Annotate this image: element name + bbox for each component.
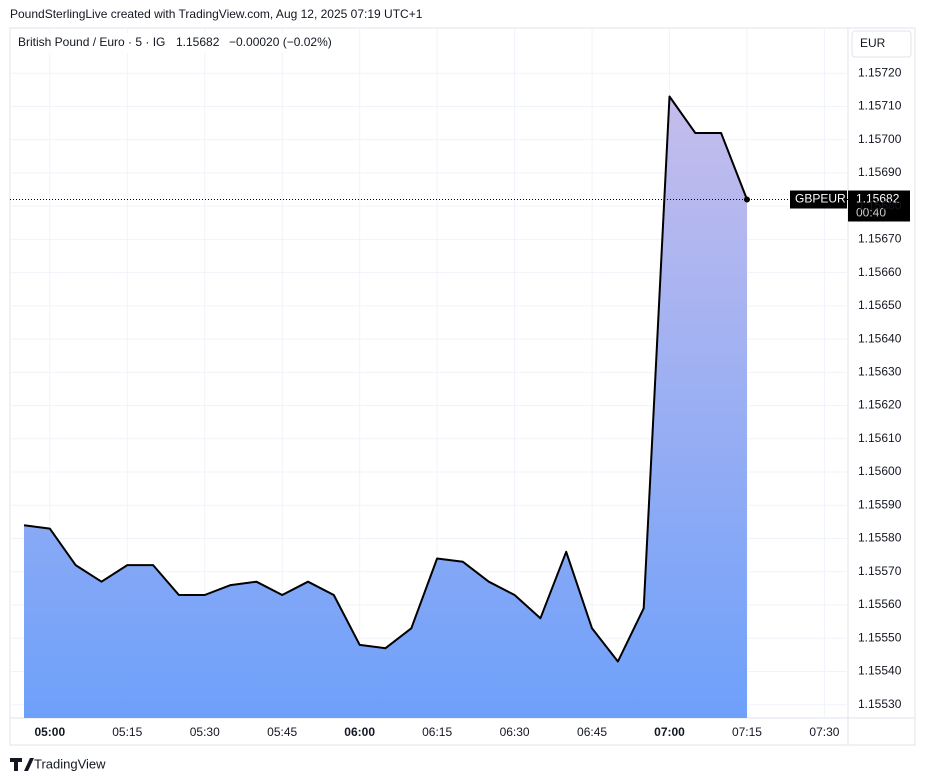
price-line (23, 95, 748, 663)
y-tick-label: 1.15600 (858, 464, 902, 478)
x-tick-label: 05:15 (112, 725, 142, 739)
x-tick-label: 07:30 (809, 725, 839, 739)
y-tick-label: 1.15580 (858, 531, 902, 545)
frame (9, 27, 916, 746)
y-tick-label: 1.15700 (858, 132, 902, 146)
last-point (743, 196, 750, 203)
area-fill (24, 96, 747, 718)
y-tick-label: 1.15670 (858, 232, 902, 246)
legend-symbol: British Pound / Euro · 5 · IG (18, 35, 165, 49)
price-tag (848, 190, 910, 222)
currency-button[interactable] (851, 30, 912, 58)
x-tick-label: 06:30 (500, 725, 530, 739)
y-tick-label: 1.15650 (858, 298, 902, 312)
price-tag-countdown: 00:40 (856, 206, 886, 220)
y-tick-label: 1.15530 (858, 697, 902, 711)
x-tick-label: 05:30 (190, 725, 220, 739)
x-tick-label: 05:00 (34, 725, 65, 739)
x-tick-label: 06:45 (577, 725, 607, 739)
x-tick-label: 07:00 (654, 725, 685, 739)
y-tick-label: 1.15680 (858, 198, 902, 212)
y-tick-label: 1.15720 (858, 65, 902, 79)
x-tick-label: 07:15 (732, 725, 762, 739)
y-tick-label: 1.15550 (858, 630, 902, 644)
y-tick-label: 1.15710 (858, 99, 902, 113)
y-tick-label: 1.15660 (858, 265, 902, 279)
x-tick-label: 06:00 (344, 725, 375, 739)
y-tick-label: 1.15690 (858, 165, 902, 179)
y-tick-label: 1.15620 (858, 398, 902, 412)
y-tick-label: 1.15610 (858, 431, 902, 445)
legend-bg (14, 33, 344, 53)
y-tick-label: 1.15590 (858, 497, 902, 511)
currency[interactable]: EUR (860, 36, 886, 50)
y-tick-label: 1.15630 (858, 365, 902, 379)
header: PoundSterlingLive created with TradingVi… (10, 7, 423, 21)
y-tick-label: 1.15540 (858, 664, 902, 678)
y-tick-label: 1.15570 (858, 564, 902, 578)
y-tick-label: 1.15640 (858, 331, 902, 345)
y-tick-label: 1.15560 (858, 597, 902, 611)
x-tick-label: 06:15 (422, 725, 452, 739)
ticker-tag (790, 190, 847, 209)
footer: TradingView (34, 756, 106, 771)
legend-price: 1.15682 (176, 35, 220, 49)
ticker-label: GBPEUR (795, 192, 846, 206)
price-tag-value: 1.15682 (856, 192, 900, 206)
x-tick-label: 05:45 (267, 725, 297, 739)
legend-change: −0.00020 (−0.02%) (229, 35, 332, 49)
logo (10, 758, 34, 771)
